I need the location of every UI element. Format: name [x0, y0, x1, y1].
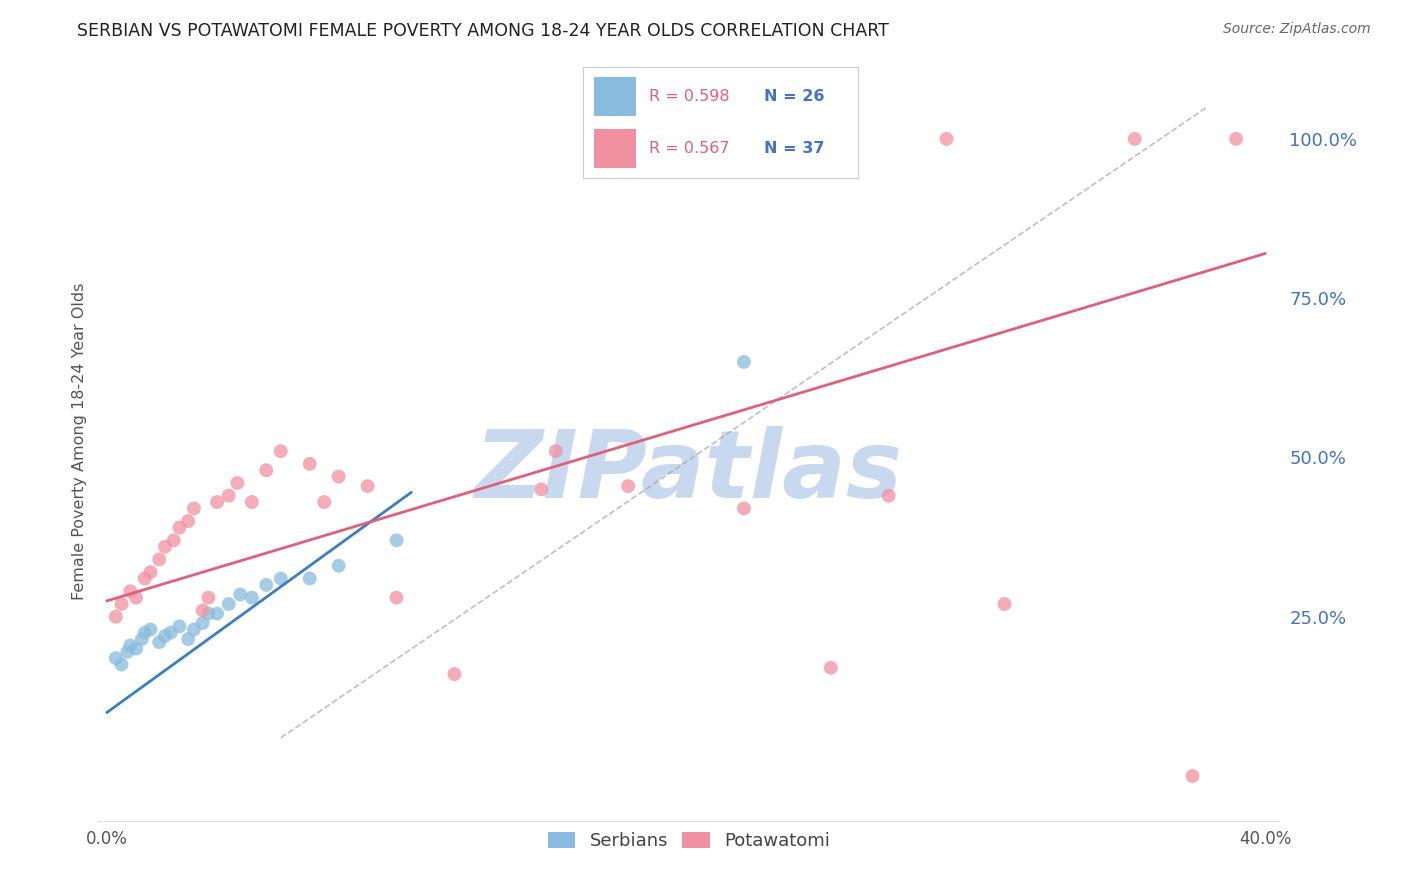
Text: N = 37: N = 37 — [765, 141, 825, 156]
Y-axis label: Female Poverty Among 18-24 Year Olds: Female Poverty Among 18-24 Year Olds — [72, 283, 87, 600]
Point — [134, 625, 156, 640]
Point — [298, 572, 321, 586]
Point — [191, 616, 214, 631]
Point — [530, 483, 553, 497]
Point — [169, 619, 191, 633]
Point — [314, 495, 336, 509]
Point — [1123, 132, 1146, 146]
Point — [617, 479, 640, 493]
Point — [356, 479, 378, 493]
Text: N = 26: N = 26 — [765, 89, 825, 104]
Point — [218, 489, 240, 503]
Point — [197, 591, 219, 605]
Point — [544, 444, 567, 458]
Point — [877, 489, 900, 503]
Point — [298, 457, 321, 471]
Point — [131, 632, 153, 646]
Point — [820, 661, 842, 675]
Text: Source: ZipAtlas.com: Source: ZipAtlas.com — [1223, 22, 1371, 37]
Point — [385, 591, 408, 605]
Point — [205, 607, 228, 621]
Text: SERBIAN VS POTAWATOMI FEMALE POVERTY AMONG 18-24 YEAR OLDS CORRELATION CHART: SERBIAN VS POTAWATOMI FEMALE POVERTY AMO… — [77, 22, 889, 40]
Point — [120, 639, 142, 653]
Point — [153, 629, 176, 643]
Point — [270, 572, 292, 586]
Point — [240, 495, 263, 509]
Point — [443, 667, 465, 681]
Text: R = 0.598: R = 0.598 — [650, 89, 730, 104]
Point — [270, 444, 292, 458]
Text: R = 0.567: R = 0.567 — [650, 141, 730, 156]
Legend: Serbians, Potawatomi: Serbians, Potawatomi — [541, 824, 837, 857]
Point — [191, 603, 214, 617]
Point — [254, 578, 277, 592]
Point — [177, 514, 200, 528]
Point — [328, 558, 350, 573]
Point — [229, 587, 252, 601]
Point — [240, 591, 263, 605]
Point — [134, 572, 156, 586]
Point — [139, 565, 162, 579]
Point — [163, 533, 186, 548]
Point — [254, 463, 277, 477]
Point — [183, 501, 205, 516]
Point — [104, 609, 127, 624]
Point — [733, 355, 755, 369]
Point — [159, 625, 181, 640]
Point — [993, 597, 1015, 611]
Point — [226, 475, 249, 490]
Point — [125, 591, 148, 605]
Point — [139, 623, 162, 637]
Bar — [595, 129, 636, 169]
Point — [328, 469, 350, 483]
Point — [1181, 769, 1204, 783]
Point — [218, 597, 240, 611]
Point — [177, 632, 200, 646]
Point — [169, 520, 191, 534]
Point — [148, 552, 170, 566]
Point — [153, 540, 176, 554]
Point — [110, 597, 132, 611]
Point — [205, 495, 228, 509]
Point — [110, 657, 132, 672]
Point — [104, 651, 127, 665]
Point — [120, 584, 142, 599]
Point — [733, 501, 755, 516]
Point — [385, 533, 408, 548]
Point — [935, 132, 957, 146]
Point — [125, 641, 148, 656]
Bar — [595, 77, 636, 116]
Point — [183, 623, 205, 637]
Text: ZIPatlas: ZIPatlas — [475, 425, 903, 518]
Point — [117, 645, 139, 659]
Point — [1225, 132, 1247, 146]
Point — [197, 607, 219, 621]
Point — [148, 635, 170, 649]
